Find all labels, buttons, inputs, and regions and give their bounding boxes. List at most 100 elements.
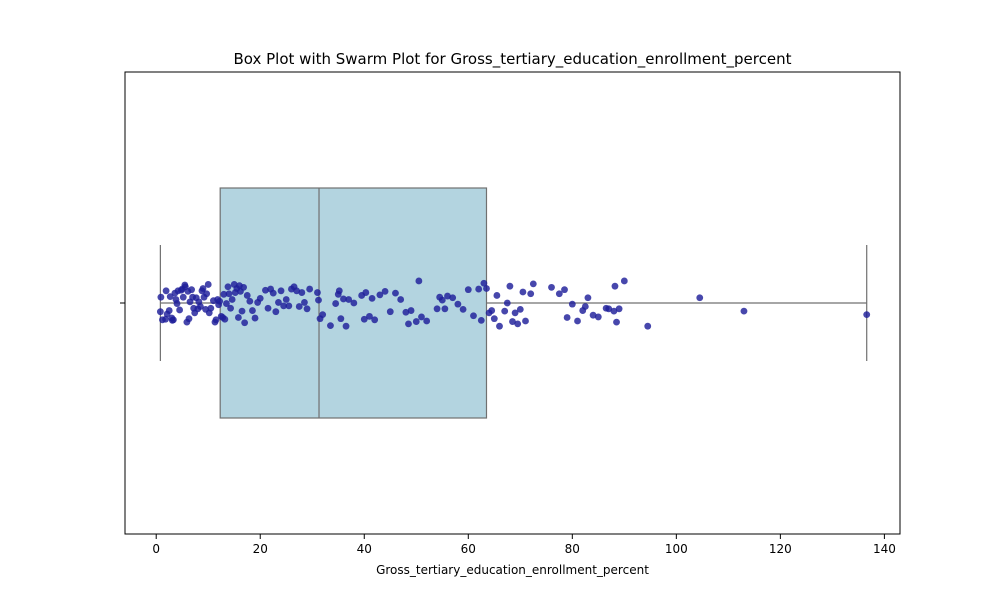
swarm-point <box>249 307 256 314</box>
swarm-point <box>204 281 212 288</box>
swarm-point <box>360 315 368 323</box>
x-tick-label: 80 <box>565 542 580 556</box>
swarm-points <box>156 277 871 330</box>
swarm-point <box>615 305 623 313</box>
swarm-point <box>269 289 277 297</box>
swarm-point <box>555 290 563 298</box>
swarm-point <box>480 279 488 287</box>
swarm-point <box>423 317 431 325</box>
swarm-point <box>240 283 247 291</box>
swarm-point <box>376 291 384 299</box>
swarm-point <box>345 296 353 303</box>
swarm-point <box>488 307 496 314</box>
swarm-point <box>224 283 232 291</box>
swarm-point <box>243 292 251 299</box>
swarm-point <box>332 300 340 307</box>
swarm-point <box>165 307 173 314</box>
swarm-point <box>610 307 618 315</box>
swarm-point <box>342 322 350 330</box>
swarm-point <box>223 300 230 307</box>
swarm-point <box>327 322 334 330</box>
swarm-point <box>496 322 503 330</box>
swarm-point <box>301 299 308 306</box>
swarm-point <box>227 304 234 312</box>
swarm-point <box>303 305 311 313</box>
swarm-point <box>371 316 379 324</box>
swarm-point <box>863 311 871 318</box>
swarm-point <box>368 294 376 302</box>
swarm-point <box>438 296 446 304</box>
swarm-point <box>611 282 619 290</box>
swarm-point <box>246 297 254 305</box>
swarm-point <box>381 288 389 295</box>
swarm-point <box>605 305 613 313</box>
swarm-point <box>449 294 457 302</box>
swarm-point <box>256 294 264 302</box>
swarm-point <box>275 299 282 306</box>
swarm-point <box>454 300 462 308</box>
x-tick-label: 20 <box>253 542 268 556</box>
swarm-point <box>199 285 207 292</box>
swarm-point <box>162 287 170 295</box>
swarm-point <box>293 287 301 295</box>
swarm-point <box>166 293 174 301</box>
swarm-point <box>366 312 373 320</box>
swarm-point <box>264 304 272 312</box>
x-tick-label: 120 <box>769 542 792 556</box>
x-tick-label: 40 <box>357 542 372 556</box>
x-tick-label: 100 <box>665 542 688 556</box>
swarm-point <box>490 315 498 323</box>
swarm-point <box>319 311 327 318</box>
swarm-point <box>397 296 405 303</box>
swarm-point <box>228 296 236 303</box>
swarm-point <box>207 304 215 312</box>
swarm-point <box>272 308 280 316</box>
swarm-point <box>589 311 597 319</box>
swarm-point <box>506 282 514 290</box>
x-axis-label: Gross_tertiary_education_enrollment_perc… <box>376 563 649 577</box>
swarm-point <box>415 277 423 285</box>
swarm-point <box>295 303 303 310</box>
x-tick-label: 140 <box>873 542 896 556</box>
swarm-point <box>740 307 748 315</box>
swarm-point <box>221 315 229 323</box>
swarm-point <box>280 302 288 310</box>
swarm-point <box>509 318 516 325</box>
swarm-point <box>464 286 472 294</box>
swarm-point <box>262 286 269 294</box>
swarm-point <box>475 285 483 293</box>
swarm-point <box>644 322 652 330</box>
plot-area: 0 20 40 60 80 100 120 140 <box>120 71 901 556</box>
swarm-point <box>574 317 581 325</box>
swarm-point <box>561 286 568 294</box>
swarm-point <box>418 313 425 321</box>
swarm-point <box>459 305 467 313</box>
swarm-point <box>335 287 343 295</box>
swarm-point <box>516 305 524 313</box>
swarm-point <box>179 293 187 301</box>
swarm-point <box>386 308 394 316</box>
swarm-point <box>514 320 522 328</box>
swarm-point <box>277 287 285 295</box>
swarm-point <box>696 294 704 302</box>
swarm-point <box>176 306 184 314</box>
swarm-point <box>241 319 249 327</box>
swarm-point <box>412 318 420 325</box>
x-tick-label: 0 <box>152 542 160 556</box>
swarm-point <box>568 300 576 308</box>
swarm-point <box>581 303 589 310</box>
swarm-point <box>584 294 592 302</box>
swarm-point <box>444 292 451 300</box>
chart-title: Box Plot with Swarm Plot for Gross_terti… <box>233 50 791 69</box>
swarm-point <box>340 295 347 303</box>
swarm-point <box>548 283 555 291</box>
swarm-point <box>225 290 233 298</box>
swarm-point <box>282 296 290 303</box>
x-axis: 0 20 40 60 80 100 120 140 <box>152 534 896 556</box>
swarm-point <box>337 315 345 323</box>
swarm-point <box>169 316 177 324</box>
swarm-point <box>620 277 628 285</box>
swarm-point <box>216 297 224 305</box>
swarm-point <box>220 290 228 298</box>
swarm-point <box>350 299 358 307</box>
